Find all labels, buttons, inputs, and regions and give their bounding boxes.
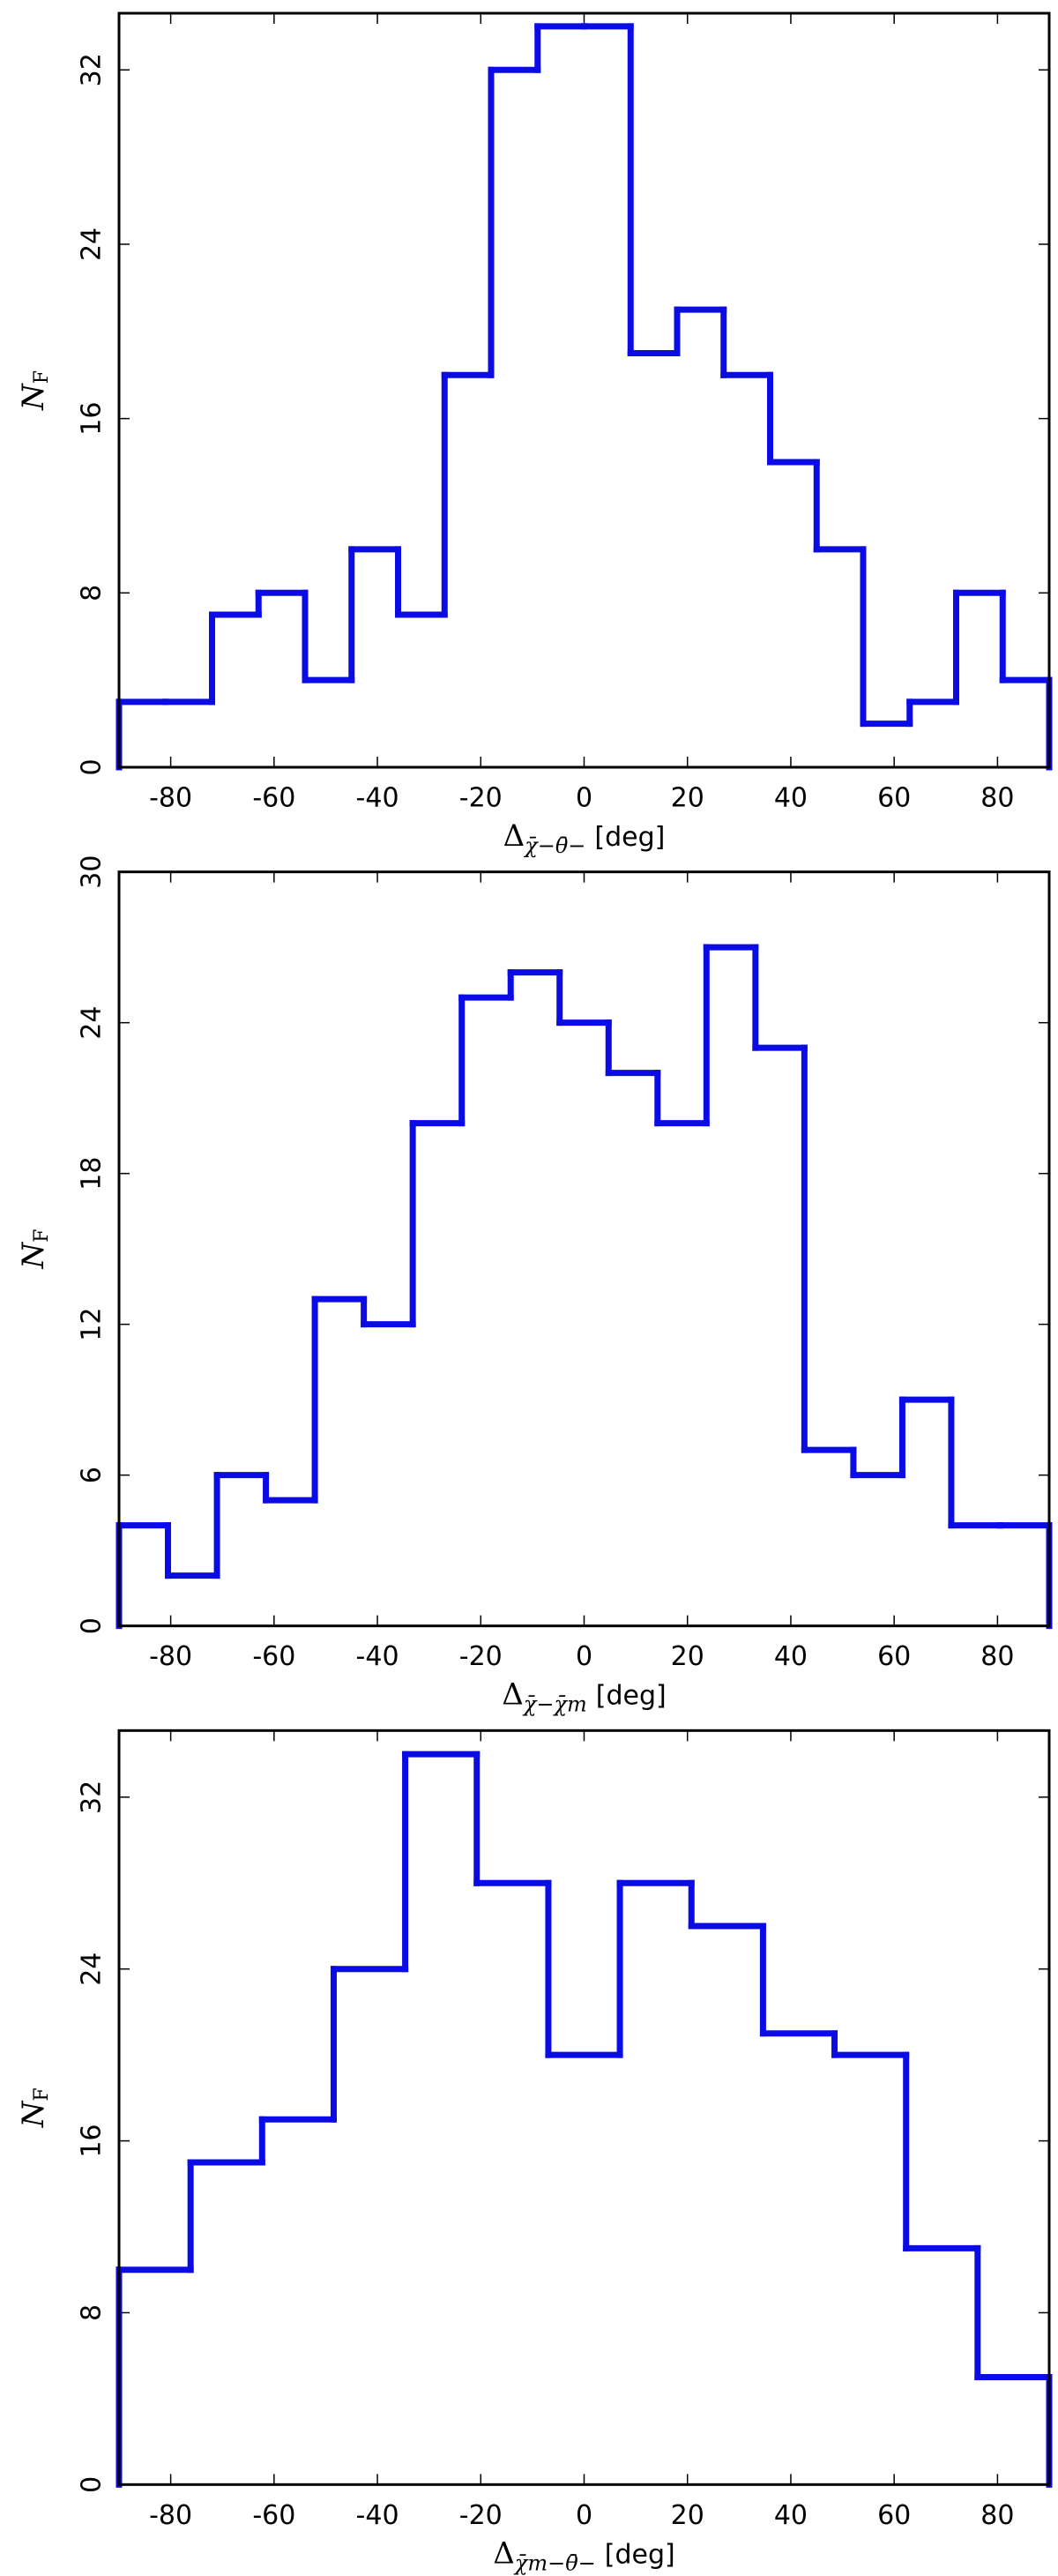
x-label-subscript: χ̄m−θ̄−: [513, 2550, 596, 2575]
y-tick-label: 8: [77, 2304, 108, 2321]
y-tick-label: 24: [77, 228, 108, 261]
y-tick-label: 32: [77, 53, 108, 86]
panel: -80 -60 -40 -20 0 20 40 60 80 0 8 16 24 32 Δχ̄−θ̄− [deg…: [16, 11, 1053, 858]
x-tick-label: -40: [356, 2500, 399, 2531]
x-tick-label: -20: [459, 2500, 503, 2531]
y-tick-label: 0: [77, 1617, 108, 1634]
y-label-subscript: F: [31, 1229, 53, 1243]
y-label-symbol: N: [16, 383, 51, 411]
y-axis-label: NF: [16, 370, 53, 411]
x-label-subscript: χ̄−θ̄−: [523, 833, 585, 858]
x-tick-label: -20: [459, 1641, 503, 1672]
x-tick-label: -60: [252, 2500, 295, 2531]
y-label-symbol: N: [16, 1242, 51, 1270]
x-tick-label: 20: [671, 783, 704, 814]
y-axis-label: NF: [16, 2087, 53, 2128]
x-tick-label: 0: [576, 2500, 592, 2531]
y-label-subscript: F: [31, 2087, 53, 2101]
y-tick-label: 24: [77, 1953, 108, 1986]
y-tick-label: 30: [77, 855, 108, 889]
x-label-unit: [deg]: [605, 2539, 675, 2570]
x-label-unit: [deg]: [594, 822, 665, 853]
y-tick-label: 32: [77, 1781, 108, 1814]
x-tick-label: 40: [774, 783, 808, 814]
x-label-symbol: Δ: [502, 1677, 524, 1713]
x-axis-label: Δχ̄−θ̄− [deg]: [503, 818, 666, 858]
x-label-symbol: Δ: [493, 2535, 515, 2571]
x-label-subscript: χ̄−χ̄m: [522, 1691, 587, 1716]
x-tick-label: 20: [671, 1641, 704, 1672]
y-tick-label: 6: [77, 1467, 108, 1483]
x-tick-label: -60: [252, 1641, 295, 1672]
y-label-subscript: F: [31, 370, 53, 384]
x-tick-label: -80: [149, 783, 192, 814]
x-tick-label: 40: [774, 1641, 808, 1672]
y-tick-label: 18: [77, 1157, 108, 1191]
x-tick-label: 80: [980, 783, 1014, 814]
y-tick-label: 16: [77, 2124, 108, 2157]
y-tick-label: 12: [77, 1308, 108, 1341]
y-label-symbol: N: [16, 2100, 51, 2128]
x-tick-label: -20: [459, 783, 503, 814]
x-tick-label: -80: [149, 2500, 192, 2531]
y-tick-label: 0: [77, 758, 108, 775]
y-tick-label: 8: [77, 585, 108, 601]
x-tick-label: 80: [980, 1641, 1014, 1672]
panel: -80 -60 -40 -20 0 20 40 60 80 0 6 12 18 24 30 Δχ̄−χ̄m [d…: [16, 855, 1053, 1717]
x-tick-label: 60: [877, 2500, 911, 2531]
x-axis-label: Δχ̄−χ̄m [deg]: [502, 1677, 666, 1717]
x-tick-label: 0: [576, 783, 592, 814]
plot-frame: [117, 11, 1051, 769]
x-tick-label: 40: [774, 2500, 808, 2531]
x-tick-label: 0: [576, 1641, 592, 1672]
y-tick-label: 24: [77, 1006, 108, 1040]
x-tick-label: 80: [980, 2500, 1014, 2531]
x-tick-label: -40: [356, 783, 399, 814]
x-tick-label: -80: [149, 1641, 192, 1672]
x-tick-label: -40: [356, 1641, 399, 1672]
x-axis-label: Δχ̄m−θ̄− [deg]: [493, 2535, 674, 2575]
panel: -80 -60 -40 -20 0 20 40 60 80 0 8 16 24 32 Δχ̄m−θ̄− [de…: [16, 1729, 1053, 2575]
y-axis-label: NF: [16, 1229, 53, 1270]
x-label-symbol: Δ: [503, 818, 525, 854]
x-tick-label: 20: [671, 2500, 704, 2531]
plot-frame: [117, 1729, 1051, 2486]
x-label-unit: [deg]: [596, 1680, 667, 1711]
y-tick-label: 0: [77, 2476, 108, 2493]
y-tick-label: 16: [77, 402, 108, 436]
x-tick-label: 60: [877, 783, 911, 814]
x-tick-label: -60: [252, 783, 295, 814]
plot-frame: [117, 870, 1051, 1628]
x-tick-label: 60: [877, 1641, 911, 1672]
